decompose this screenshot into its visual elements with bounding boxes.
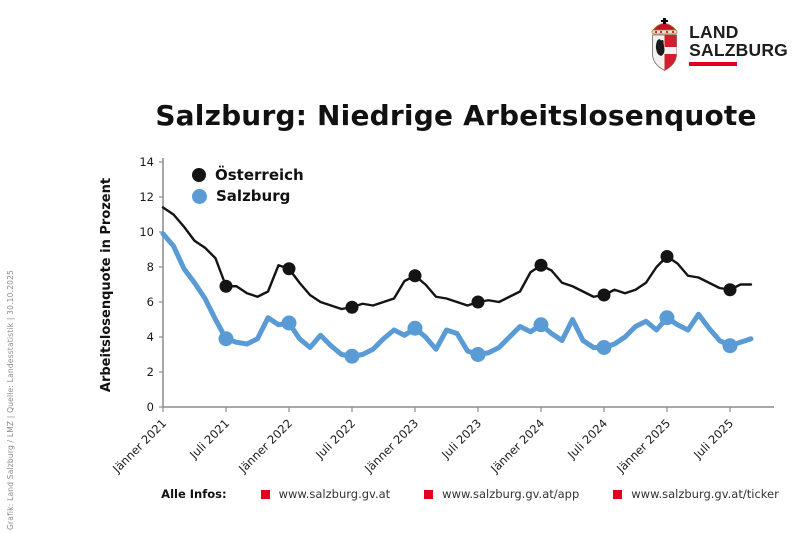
svg-text:0: 0: [147, 400, 154, 414]
svg-text:Jänner 2022: Jänner 2022: [235, 416, 295, 476]
svg-text:8: 8: [147, 260, 154, 274]
legend-item-austria: Österreich: [192, 166, 304, 184]
footer-link-app: www.salzburg.gv.at/app: [442, 487, 580, 501]
svg-text:Juli 2021: Juli 2021: [186, 416, 232, 462]
footer-label: Alle Infos:: [161, 487, 227, 501]
footer-link-web: www.salzburg.gv.at: [278, 487, 391, 501]
svg-text:Arbeitslosenquote in Prozent: Arbeitslosenquote in Prozent: [99, 178, 114, 392]
logo-red-bar: [689, 62, 738, 66]
chart-area: 0 2 4 6 8 10 12 14 Jänner 2021 Juli 2021 Jänner 20…: [90, 148, 790, 493]
page-title: Salzburg: Niedrige Arbeitslosenquote: [155, 99, 757, 132]
svg-text:Jänner 2023: Jänner 2023: [361, 416, 421, 476]
logo-word-land: LAND: [689, 22, 739, 42]
svg-text:10: 10: [139, 225, 154, 239]
footer-item-web: www.salzburg.gv.at: [260, 487, 391, 501]
svg-text:4: 4: [147, 330, 154, 344]
logo-text: LAND SALZBURG: [689, 16, 788, 66]
svg-text:Juli 2023: Juli 2023: [438, 416, 484, 462]
footer-item-ticker: www.salzburg.gv.at/ticker: [613, 487, 779, 501]
svg-text:14: 14: [139, 155, 154, 169]
legend-item-salzburg: Salzburg: [192, 187, 304, 205]
legend-label-salzburg: Salzburg: [216, 187, 291, 205]
land-salzburg-logo: LAND SALZBURG: [648, 16, 788, 72]
svg-text:Juli 2025: Juli 2025: [690, 416, 736, 462]
logo-word-salzburg: SALZBURG: [689, 39, 788, 60]
red-square-bullet: [260, 489, 270, 499]
salzburg-dot-icon: [192, 188, 207, 204]
footer-links: Alle Infos: www.salzburg.gv.at www.salzb…: [150, 487, 790, 501]
svg-text:Juli 2022: Juli 2022: [312, 416, 358, 462]
salzburg-coat-of-arms: [651, 18, 678, 71]
red-square-bullet: [613, 489, 623, 499]
svg-text:Jänner 2021: Jänner 2021: [109, 416, 169, 476]
svg-text:12: 12: [139, 190, 154, 204]
svg-text:6: 6: [147, 295, 154, 309]
credit-caption: Grafik: Land Salzburg / LMZ | Quelle: La…: [6, 269, 15, 530]
chart-legend: Österreich Salzburg: [192, 166, 304, 205]
austria-dot-icon: [192, 168, 206, 182]
svg-text:Jänner 2024: Jänner 2024: [487, 416, 547, 476]
svg-text:Juli 2024: Juli 2024: [564, 416, 610, 462]
svg-text:2: 2: [147, 365, 154, 379]
footer-item-app: www.salzburg.gv.at/app: [424, 487, 579, 501]
footer-link-ticker: www.salzburg.gv.at/ticker: [631, 487, 779, 501]
svg-text:Jänner 2025: Jänner 2025: [613, 416, 673, 476]
legend-label-austria: Österreich: [215, 166, 304, 184]
red-square-bullet: [424, 489, 434, 499]
